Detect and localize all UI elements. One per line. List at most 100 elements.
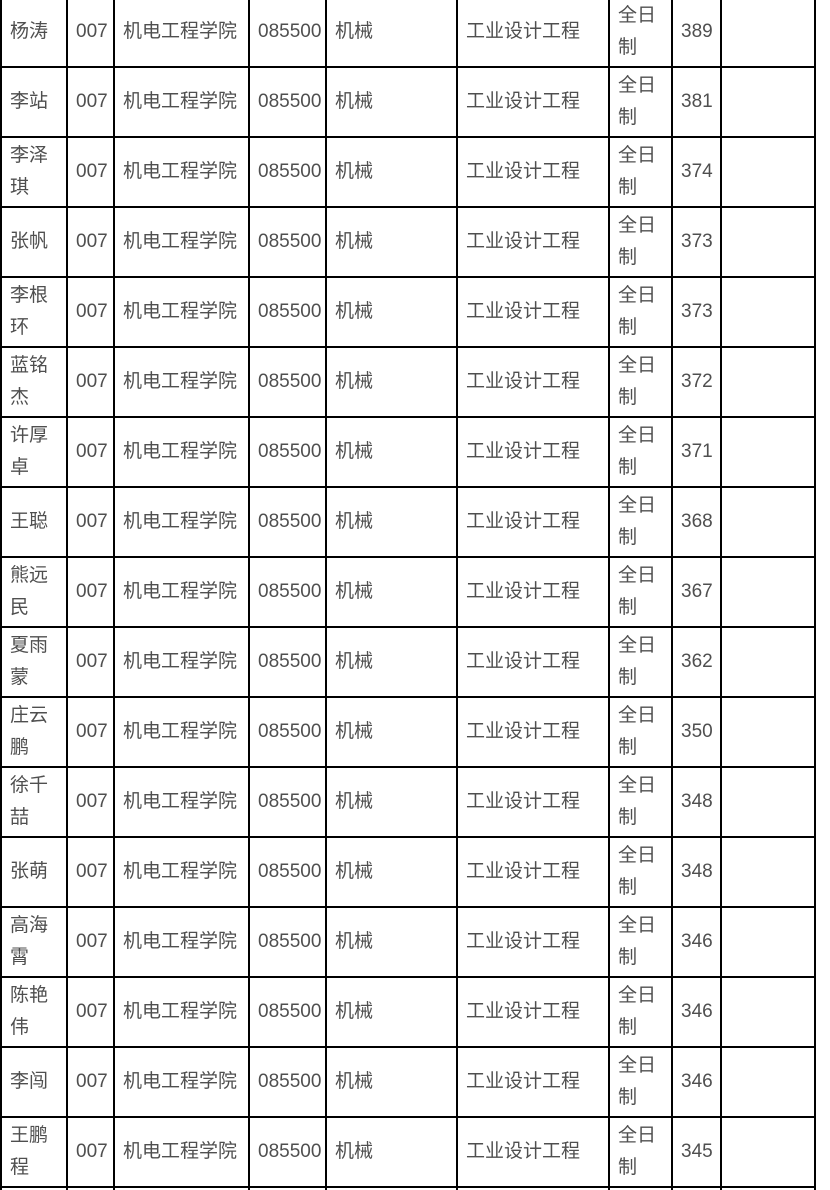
cell-score: 373 [671,206,722,278]
cell-dept-code: 007 [66,836,115,908]
cell-dept-code: 007 [66,626,115,698]
table-row: 王鹏程 007 机电工程学院 085500 机械 工业设计工程 全日制 345 [0,1116,816,1188]
table-row: 夏雨蒙 007 机电工程学院 085500 机械 工业设计工程 全日制 362 [0,626,816,698]
cell-study-mode: 全日制 [608,0,673,68]
cell-major: 机械 [325,696,458,768]
cell-major: 机械 [325,766,458,838]
cell-program: 工业设计工程 [456,1186,610,1190]
cell-study-mode: 全日制 [608,1116,673,1188]
cell-college: 机电工程学院 [113,346,250,418]
cell-name: 李闯 [0,1046,68,1118]
cell-study-mode: 全日制 [608,486,673,558]
cell-program: 工业设计工程 [456,696,610,768]
cell-remark [720,766,816,838]
cell-study-mode: 全日制 [608,626,673,698]
cell-college: 机电工程学院 [113,906,250,978]
cell-remark [720,906,816,978]
cell-score: 367 [671,556,722,628]
cell-major: 机械 [325,0,458,68]
cell-study-mode: 全日制 [608,836,673,908]
cell-study-mode: 全日制 [608,556,673,628]
cell-program: 工业设计工程 [456,416,610,488]
cell-major: 机械 [325,906,458,978]
cell-name: 张萌 [0,836,68,908]
cell-name: 高海霄 [0,906,68,978]
table-row: 李根环 007 机电工程学院 085500 机械 工业设计工程 全日制 373 [0,276,816,348]
table-row: 熊远民 007 机电工程学院 085500 机械 工业设计工程 全日制 367 [0,556,816,628]
cell-major-code: 085500 [248,416,327,488]
table-row: 高海霄 007 机电工程学院 085500 机械 工业设计工程 全日制 346 [0,906,816,978]
cell-program: 工业设计工程 [456,206,610,278]
cell-score: 381 [671,66,722,138]
cell-college: 机电工程学院 [113,766,250,838]
cell-major-code: 085500 [248,906,327,978]
cell-college: 机电工程学院 [113,136,250,208]
cell-college: 机电工程学院 [113,626,250,698]
cell-remark [720,836,816,908]
cell-name: 夏雨蒙 [0,626,68,698]
cell-name: 李泽琪 [0,136,68,208]
cell-college: 机电工程学院 [113,276,250,348]
table-row: 陈艳伟 007 机电工程学院 085500 机械 工业设计工程 全日制 346 [0,976,816,1048]
cell-dept-code: 007 [66,206,115,278]
cell-dept-code: 007 [66,976,115,1048]
cell-major: 机械 [325,346,458,418]
cell-program: 工业设计工程 [456,1116,610,1188]
cell-name: 李根环 [0,276,68,348]
cell-study-mode: 全日制 [608,136,673,208]
cell-study-mode: 全日制 [608,346,673,418]
cell-major: 机械 [325,556,458,628]
cell-major-code: 085500 [248,346,327,418]
cell-remark [720,1116,816,1188]
cell-college: 机电工程学院 [113,486,250,558]
cell-major: 机械 [325,416,458,488]
cell-score: 372 [671,346,722,418]
cell-major: 机械 [325,1186,458,1190]
cell-name: 杨涛 [0,0,68,68]
table-row: 张萌 007 机电工程学院 085500 机械 工业设计工程 全日制 348 [0,836,816,908]
cell-major-code: 085500 [248,836,327,908]
cell-name: 王鹏程 [0,1116,68,1188]
cell-major-code: 085500 [248,976,327,1048]
cell-name: 李站 [0,66,68,138]
cell-remark [720,976,816,1048]
table-row: 庄云鹏 007 机电工程学院 085500 机械 工业设计工程 全日制 350 [0,696,816,768]
cell-program: 工业设计工程 [456,346,610,418]
cell-dept-code: 007 [66,0,115,68]
table-row: 李泽琪 007 机电工程学院 085500 机械 工业设计工程 全日制 374 [0,136,816,208]
cell-dept-code: 007 [66,66,115,138]
table-row: 李站 007 机电工程学院 085500 机械 工业设计工程 全日制 381 [0,66,816,138]
cell-name: 熊远民 [0,556,68,628]
cell-name: 蓝铭杰 [0,346,68,418]
cell-remark [720,0,816,68]
cell-dept-code: 007 [66,136,115,208]
cell-remark [720,136,816,208]
cell-study-mode: 全日制 [608,1186,673,1190]
cell-remark [720,1186,816,1190]
table-row: 蓝铭杰 007 机电工程学院 085500 机械 工业设计工程 全日制 372 [0,346,816,418]
cell-college: 机电工程学院 [113,556,250,628]
cell-name: 陈领枢 [0,1186,68,1190]
cell-score: 350 [671,696,722,768]
cell-remark [720,696,816,768]
table-row: 张帆 007 机电工程学院 085500 机械 工业设计工程 全日制 373 [0,206,816,278]
cell-dept-code: 007 [66,486,115,558]
cell-score: 373 [671,276,722,348]
cell-study-mode: 全日制 [608,206,673,278]
cell-major: 机械 [325,1116,458,1188]
cell-major-code: 085500 [248,486,327,558]
cell-program: 工业设计工程 [456,66,610,138]
cell-dept-code: 007 [66,346,115,418]
cell-score: 374 [671,136,722,208]
cell-dept-code: 007 [66,416,115,488]
cell-dept-code: 007 [66,766,115,838]
cell-college: 机电工程学院 [113,1046,250,1118]
cell-study-mode: 全日制 [608,766,673,838]
cell-program: 工业设计工程 [456,276,610,348]
cell-program: 工业设计工程 [456,486,610,558]
cell-score: 346 [671,906,722,978]
cell-study-mode: 全日制 [608,906,673,978]
